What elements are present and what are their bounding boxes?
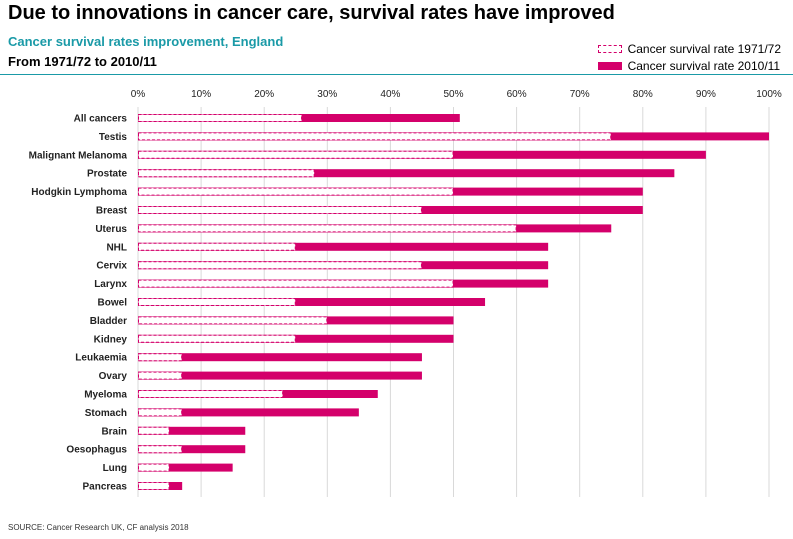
x-tick-label: 0% [131, 89, 146, 100]
bar-1971-72 [138, 114, 303, 122]
category-label: Malignant Melanoma [29, 150, 128, 161]
header-divider [0, 74, 793, 75]
x-tick-label: 50% [443, 89, 463, 100]
chart-legend: Cancer survival rate 1971/72 Cancer surv… [597, 40, 781, 74]
category-label: Prostate [87, 169, 127, 180]
category-label: Testis [99, 132, 128, 143]
legend-swatch-1971 [597, 44, 622, 53]
bar-1971-72 [138, 187, 454, 196]
category-label: Leukaemia [75, 353, 127, 364]
bar-1971-72 [138, 150, 454, 159]
bar-2010-11 [138, 371, 422, 380]
bar-1971-72 [138, 169, 315, 178]
x-tick-label: 60% [507, 89, 527, 100]
x-tick-label: 80% [633, 89, 653, 100]
legend-label-2010: Cancer survival rate 2010/11 [627, 58, 781, 73]
bar-1971-72 [138, 224, 517, 233]
bar-1971-72 [138, 390, 284, 398]
chart-title: Due to innovations in cancer care, survi… [8, 2, 615, 24]
category-label: Cervix [96, 261, 127, 272]
category-label: NHL [106, 242, 127, 253]
bar-2010-11 [138, 426, 246, 435]
bar-1971-72 [138, 445, 183, 454]
bar-2010-11 [138, 353, 422, 362]
bar-1971-72 [138, 316, 328, 325]
category-label: Hodgkin Lymphoma [31, 187, 127, 198]
x-tick-label: 30% [317, 89, 337, 100]
bar-2010-11 [138, 298, 486, 306]
chart-period: From 1971/72 to 2010/11 [8, 54, 157, 69]
category-label: Ovary [99, 371, 128, 382]
category-label: Breast [96, 206, 128, 217]
category-label: Bladder [90, 316, 127, 327]
bar-1971-72 [138, 463, 170, 472]
legend-label-1971: Cancer survival rate 1971/72 [627, 41, 781, 56]
source-note: SOURCE: Cancer Research UK, CF analysis … [8, 523, 189, 532]
bar-1971-72 [138, 371, 183, 380]
bar-2010-11 [138, 408, 359, 417]
category-label: Brain [101, 426, 127, 437]
x-tick-label: 10% [191, 89, 211, 100]
bar-1971-72 [138, 242, 296, 251]
category-label: Lung [103, 463, 127, 474]
category-label: Pancreas [83, 482, 128, 493]
bar-2010-11 [138, 242, 549, 251]
category-label: Uterus [95, 224, 127, 235]
bar-1971-72 [138, 279, 454, 288]
category-label: All cancers [74, 114, 128, 125]
chart-subtitle: Cancer survival rates improvement, Engla… [8, 34, 284, 49]
bar-2010-11 [138, 445, 246, 454]
bar-1971-72 [138, 334, 296, 343]
x-tick-label: 90% [696, 89, 716, 100]
bar-1971-72 [138, 206, 422, 214]
category-label: Myeloma [84, 390, 127, 401]
legend-item-1971: Cancer survival rate 1971/72 [597, 40, 781, 57]
category-label: Oesophagus [66, 445, 127, 456]
x-tick-label: 100% [756, 89, 782, 100]
x-tick-label: 70% [570, 89, 590, 100]
category-label: Kidney [94, 334, 128, 345]
x-tick-label: 40% [380, 89, 400, 100]
category-label: Larynx [94, 279, 127, 290]
category-label: Bowel [98, 298, 128, 309]
bar-1971-72 [138, 132, 612, 141]
legend-swatch-2010 [597, 61, 622, 70]
bar-1971-72 [138, 261, 422, 270]
bar-2010-11 [138, 169, 675, 178]
bar-2010-11 [138, 463, 233, 472]
bar-1971-72 [138, 298, 296, 306]
bar-1971-72 [138, 482, 170, 490]
legend-item-2010: Cancer survival rate 2010/11 [597, 57, 781, 74]
bar-1971-72 [138, 408, 183, 417]
bar-1971-72 [138, 353, 183, 362]
x-tick-label: 20% [254, 89, 274, 100]
bar-1971-72 [138, 426, 170, 435]
category-label: Stomach [85, 408, 127, 419]
